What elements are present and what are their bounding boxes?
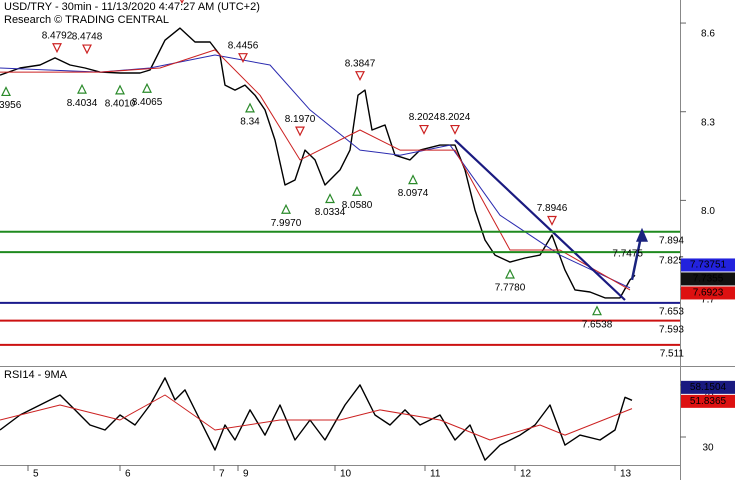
low-marker — [115, 84, 125, 95]
low-marker — [281, 203, 291, 214]
level-label: 7.894 — [659, 235, 684, 246]
low-marker — [325, 193, 335, 204]
high-label: 7.8946 — [537, 203, 568, 214]
plot-area — [0, 27, 636, 301]
forecast-arrow-head — [636, 227, 648, 242]
high-label: 8.2024 — [440, 112, 471, 123]
low-marker — [352, 185, 362, 196]
high-marker — [295, 126, 305, 137]
value-box — [681, 394, 735, 408]
data-line — [0, 27, 636, 299]
x-tick-label: 5 — [33, 469, 39, 480]
high-marker — [450, 124, 460, 135]
low-marker — [408, 174, 418, 185]
level-label: 7.511 — [660, 349, 685, 360]
x-tick-label: 10 — [340, 469, 352, 480]
y-tick-label: 8.3 — [701, 117, 715, 128]
high-marker — [419, 124, 429, 135]
low-label: 7.9970 — [271, 218, 302, 229]
level-label: 7.593 — [659, 324, 684, 335]
y-tick-label: 8.6 — [701, 29, 715, 40]
value-box-label: 7.7355 — [693, 274, 724, 285]
value-box-label: 51.8365 — [690, 396, 727, 407]
low-marker — [505, 268, 515, 279]
trendline — [454, 139, 626, 301]
price-label: 7.7475 — [612, 249, 643, 260]
value-box-label: 58.1504 — [690, 382, 727, 393]
x-tick-label: 12 — [520, 469, 532, 480]
high-label: 8.3847 — [345, 58, 376, 69]
level-label: 7.653 — [659, 307, 684, 318]
high-label: 8.4748 — [72, 32, 103, 43]
low-label: 8.3956 — [0, 100, 22, 111]
low-label: 8.0580 — [342, 200, 373, 211]
y-tick-label: 8.0 — [701, 206, 715, 217]
value-box — [681, 272, 735, 286]
low-marker — [1, 86, 11, 97]
high-label: 8.4792 — [42, 30, 73, 41]
high-label: 8.2024 — [409, 112, 440, 123]
x-tick-label: 9 — [243, 469, 249, 480]
chart-title: USD/TRY - 30min - 11/13/2020 4:47:27 AM … — [4, 1, 260, 13]
chart-subtitle: Research © TRADING CENTRAL — [4, 14, 169, 26]
low-label: 8.34 — [240, 117, 260, 128]
low-label: 8.4010 — [105, 99, 136, 110]
high-marker — [52, 43, 62, 54]
y-tick-label: 30 — [702, 443, 714, 454]
rsi-title: RSI14 - 9MA — [4, 369, 68, 381]
x-tick-label: 7 — [219, 469, 225, 480]
low-marker — [592, 305, 602, 316]
data-line — [0, 54, 631, 289]
low-label: 7.6538 — [582, 319, 613, 330]
y-tick-label: 7.7 — [701, 295, 715, 306]
low-label: 7.7780 — [495, 283, 526, 294]
data-line — [0, 394, 633, 441]
low-label: 8.0334 — [315, 207, 346, 218]
value-box — [681, 258, 735, 272]
low-label: 8.4065 — [132, 97, 163, 108]
low-marker — [77, 83, 87, 94]
high-label: 8.4456 — [228, 40, 259, 51]
value-box-label: 7.73751 — [690, 260, 727, 271]
low-marker — [142, 82, 152, 93]
x-tick-label: 13 — [620, 469, 632, 480]
x-tick-label: 6 — [125, 469, 131, 480]
high-marker — [238, 53, 248, 64]
low-marker — [245, 102, 255, 113]
data-line — [0, 49, 631, 291]
low-label: 8.4034 — [67, 98, 98, 109]
level-label: 7.825 — [659, 256, 684, 267]
value-box — [681, 286, 735, 300]
high-marker — [82, 44, 92, 55]
value-box-label: 7.6923 — [693, 288, 724, 299]
low-label: 8.0974 — [398, 188, 429, 199]
x-tick-label: 11 — [430, 469, 441, 480]
high-marker — [547, 215, 557, 226]
value-box — [681, 380, 735, 394]
high-marker — [355, 71, 365, 82]
high-label: 8.1970 — [285, 114, 316, 125]
plot-area — [0, 377, 633, 461]
